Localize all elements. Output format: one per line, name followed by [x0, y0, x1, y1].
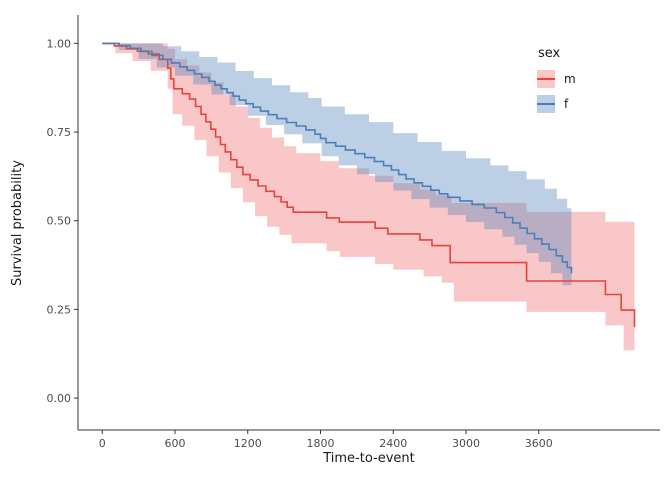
legend-key-m-icon — [537, 70, 555, 88]
km-curve-f — [102, 42, 573, 274]
x-tick-label: 2400 — [379, 437, 407, 450]
legend-item-f: f — [537, 95, 576, 113]
legend-label-m: m — [564, 72, 576, 86]
y-axis-title: Survival probability — [10, 160, 25, 286]
y-tick-label: 1.00 — [47, 37, 72, 50]
legend-key-f-icon — [537, 95, 555, 113]
x-tick-label: 600 — [165, 437, 186, 450]
legend-label-f: f — [564, 97, 569, 111]
x-tick-label: 1800 — [307, 437, 335, 450]
ci-band-m — [102, 43, 635, 363]
y-tick-label: 0.00 — [47, 392, 72, 405]
y-tick-label: 0.50 — [47, 215, 72, 228]
x-axis-title: Time-to-event — [323, 451, 415, 466]
x-tick-label: 0 — [99, 437, 106, 450]
ci-band-f — [102, 43, 572, 304]
legend: sex m f — [537, 46, 576, 120]
x-tick-label: 3000 — [452, 437, 480, 450]
y-tick-label: 0.75 — [47, 126, 72, 139]
legend-title: sex — [538, 46, 561, 61]
x-tick-label: 1200 — [234, 437, 262, 450]
x-tick-label: 3600 — [525, 437, 553, 450]
km-curve-m — [102, 42, 636, 328]
legend-item-m: m — [537, 70, 576, 88]
y-tick-label: 0.25 — [47, 303, 72, 316]
